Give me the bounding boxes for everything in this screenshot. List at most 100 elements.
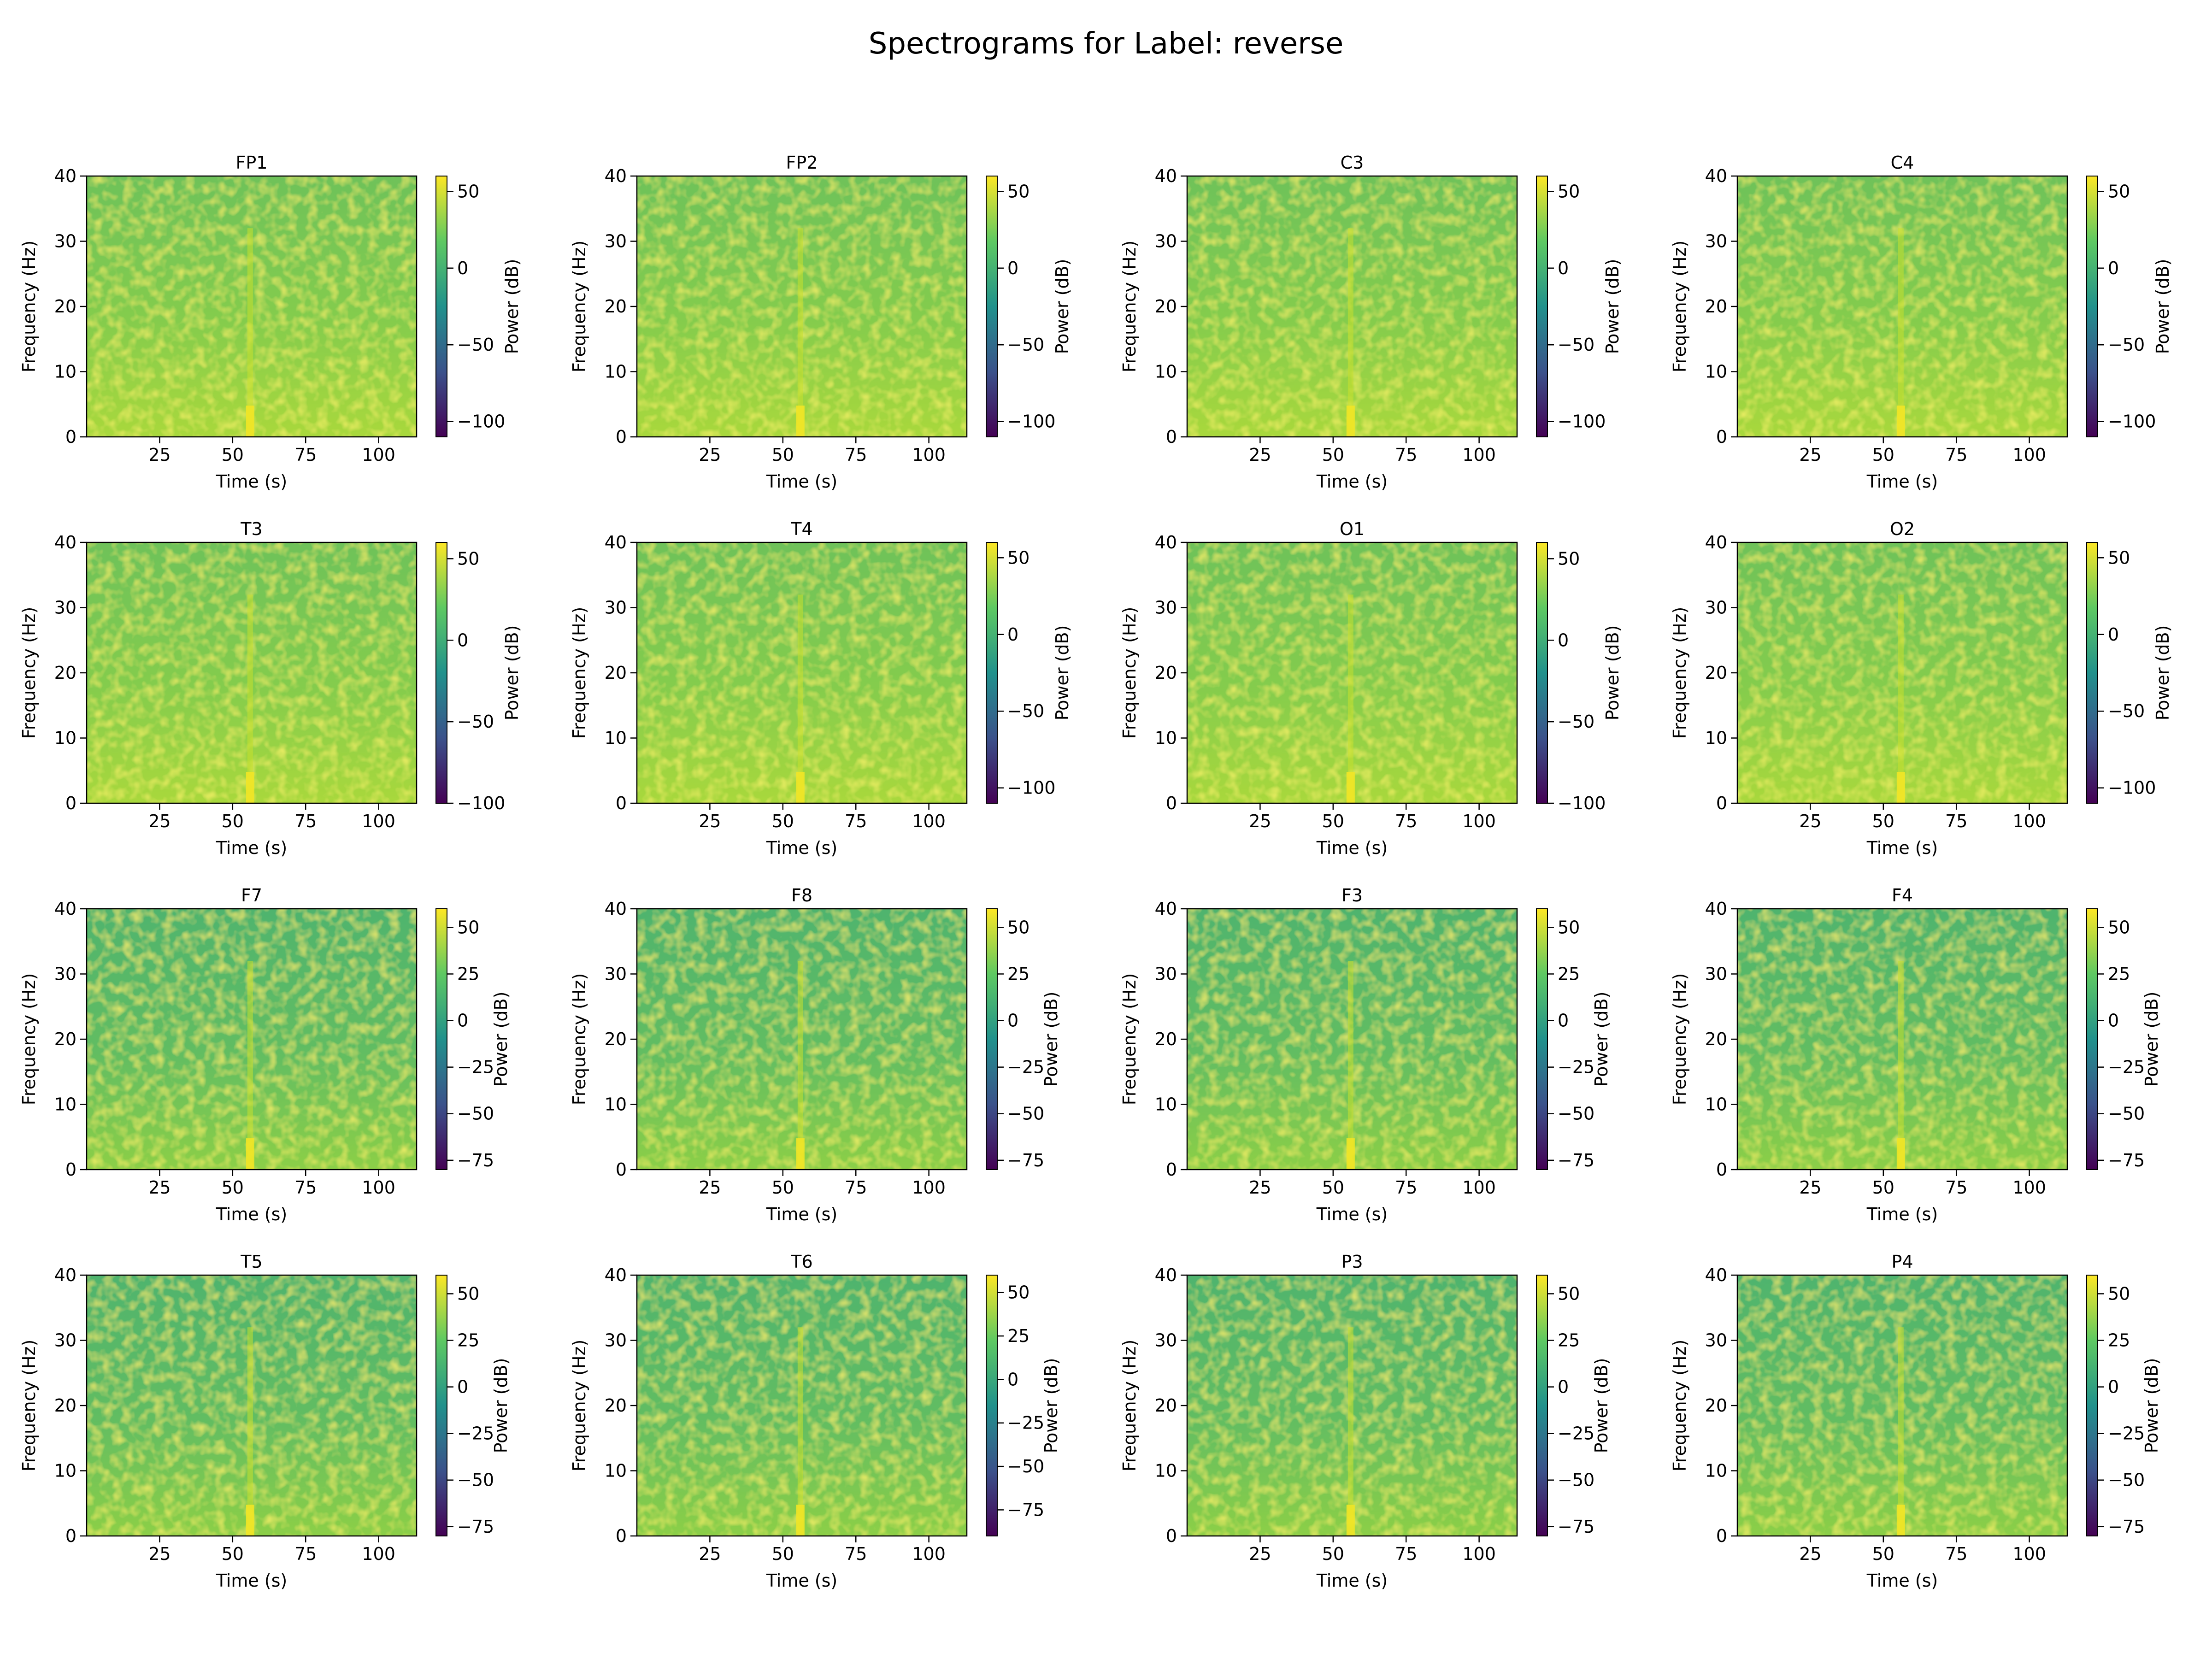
feature-peak (1896, 1505, 1905, 1536)
colorbar-tick-label: −75 (2108, 1517, 2145, 1537)
y-tick-label: 40 (54, 532, 76, 553)
feature-peak (796, 1138, 805, 1170)
x-tick-label: 100 (2012, 1177, 2046, 1198)
y-tick-label: 40 (1155, 166, 1177, 186)
x-tick-label: 50 (1322, 1544, 1344, 1564)
x-tick-label: 25 (699, 445, 721, 465)
subplot-fp2: FP2 25 50 75 100 0 10 20 30 40 Time (s) Frequency (… (569, 153, 1072, 492)
x-tick-label: 25 (1249, 445, 1271, 465)
subplot-t5: T5 25 50 75 100 0 10 20 30 40 Time (s) Frequency (H… (19, 1252, 511, 1591)
x-tick-label: 75 (845, 1177, 867, 1198)
colorbar-tick-label: −50 (457, 1470, 494, 1490)
subplot-title: P3 (1341, 1252, 1363, 1272)
colorbar-frame (435, 542, 447, 804)
y-tick-label: 30 (1155, 1330, 1177, 1351)
feature-peak (1346, 1505, 1355, 1536)
subplot-f7: F7 25 50 75 100 0 10 20 30 40 Time (s) Frequency (H… (19, 885, 511, 1224)
y-axis-label: Frequency (Hz) (1670, 1340, 1690, 1472)
feature-line (1898, 961, 1904, 1170)
x-tick-label: 50 (1872, 445, 1894, 465)
x-tick-label: 50 (1322, 1177, 1344, 1198)
x-tick-label: 100 (362, 811, 395, 831)
subplot-t4: T4 25 50 75 100 0 10 20 30 40 Time (s) Frequency (H… (569, 519, 1072, 858)
colorbar-tick-label: −50 (1558, 1470, 1594, 1490)
y-tick-label: 20 (1155, 1029, 1177, 1049)
y-tick-label: 40 (605, 166, 627, 186)
x-tick-label: 100 (2012, 811, 2046, 831)
y-tick-label: 0 (65, 427, 76, 447)
feature-line (247, 961, 253, 1170)
x-tick-label: 50 (772, 811, 794, 831)
subplot-t3: T3 25 50 75 100 0 10 20 30 40 Time (s) Frequency (H… (19, 519, 522, 858)
y-tick-label: 40 (605, 899, 627, 919)
colorbar-frame (1536, 1275, 1548, 1536)
y-tick-label: 30 (54, 231, 76, 252)
colorbar-tick-label: −50 (2108, 701, 2145, 721)
y-axis-label: Frequency (Hz) (19, 973, 39, 1106)
colorbar-tick-label: 50 (2108, 547, 2130, 568)
y-tick-label: 10 (605, 1094, 627, 1115)
x-axis-label: Time (s) (216, 838, 288, 858)
colorbar-tick-label: −50 (1558, 335, 1594, 355)
colorbar-frame (435, 176, 447, 437)
subplot-f3: F3 25 50 75 100 0 10 20 30 40 Time (s) Frequency (H… (1119, 885, 1612, 1224)
x-tick-label: 75 (294, 1177, 317, 1198)
colorbar-label: Power (dB) (2141, 1358, 2162, 1453)
y-axis-label: Frequency (Hz) (569, 973, 589, 1106)
colorbar-tick-label: 50 (1007, 547, 1030, 568)
y-tick-label: 10 (1155, 1461, 1177, 1481)
colorbar-tick-label: −25 (1558, 1424, 1594, 1444)
colorbar (1536, 176, 1547, 437)
x-tick-label: 100 (2012, 1544, 2046, 1564)
x-tick-label: 75 (1395, 445, 1417, 465)
colorbar-label: Power (dB) (1052, 259, 1072, 354)
y-tick-label: 0 (1166, 1526, 1177, 1546)
x-tick-label: 25 (1799, 445, 1821, 465)
colorbar-tick-label: 50 (457, 917, 479, 937)
x-tick-label: 100 (1462, 1177, 1496, 1198)
x-tick-label: 100 (362, 1544, 395, 1564)
y-tick-label: 10 (1155, 728, 1177, 748)
colorbar (986, 176, 997, 437)
x-axis-label: Time (s) (216, 471, 288, 492)
x-tick-label: 100 (1462, 445, 1496, 465)
colorbar-tick-label: 0 (1007, 1011, 1018, 1031)
colorbar-tick-label: −25 (2108, 1424, 2145, 1444)
x-tick-label: 25 (148, 445, 171, 465)
y-axis-label: Frequency (Hz) (1119, 973, 1140, 1106)
colorbar (1536, 542, 1547, 803)
x-tick-label: 100 (362, 445, 395, 465)
y-tick-label: 30 (1155, 231, 1177, 252)
y-tick-label: 10 (54, 1461, 76, 1481)
y-axis-label: Frequency (Hz) (19, 241, 39, 373)
y-tick-label: 0 (616, 1159, 627, 1180)
feature-line (1347, 961, 1353, 1170)
colorbar-frame (2086, 542, 2098, 804)
y-tick-label: 0 (1166, 1159, 1177, 1180)
colorbar-tick-label: −50 (1558, 1104, 1594, 1124)
colorbar-tick-label: 50 (1558, 548, 1580, 569)
colorbar-tick-label: 25 (2108, 1330, 2130, 1351)
feature-line (247, 228, 253, 437)
y-tick-label: 30 (1155, 964, 1177, 984)
x-tick-label: 25 (148, 1544, 171, 1564)
colorbar-tick-label: 25 (457, 1330, 479, 1351)
y-tick-label: 20 (1155, 1395, 1177, 1416)
feature-line (247, 594, 253, 803)
colorbar-tick-label: 0 (1558, 630, 1569, 650)
x-tick-label: 75 (1395, 811, 1417, 831)
colorbar-label: Power (dB) (491, 1358, 511, 1453)
x-tick-label: 50 (1872, 1544, 1894, 1564)
colorbar-frame (435, 1275, 447, 1536)
colorbar-tick-label: −100 (2108, 778, 2156, 798)
figure-title: Spectrograms for Label: reverse (869, 27, 1344, 61)
feature-peak (1346, 1138, 1355, 1170)
y-axis-label: Frequency (Hz) (19, 607, 39, 739)
feature-line (797, 594, 803, 803)
x-axis-label: Time (s) (766, 471, 838, 492)
colorbar-label: Power (dB) (1052, 625, 1072, 721)
y-tick-label: 30 (54, 598, 76, 618)
x-tick-label: 50 (1872, 811, 1894, 831)
